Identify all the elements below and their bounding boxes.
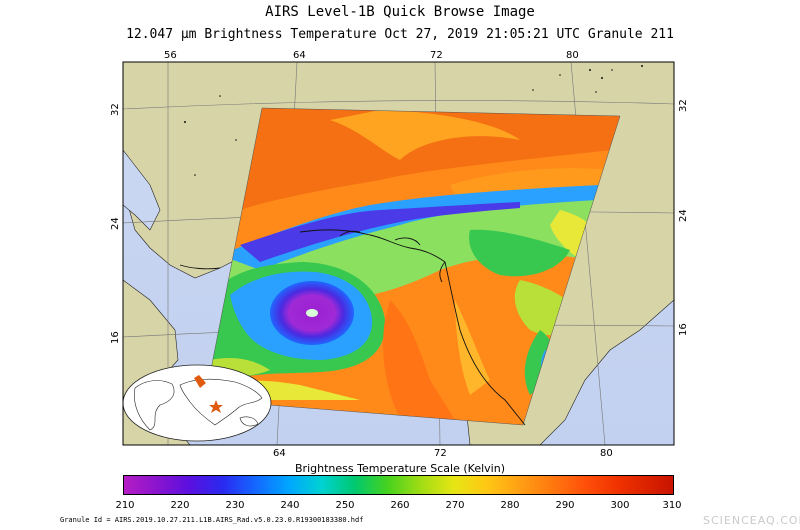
scale-label: 310 — [662, 500, 682, 511]
scale-label: 240 — [280, 500, 300, 511]
scale-label: 290 — [555, 500, 575, 511]
left-tick-32: 32 — [110, 103, 121, 116]
scale-label: 300 — [610, 500, 630, 511]
scale-label: 220 — [170, 500, 190, 511]
inset-globe — [123, 364, 272, 442]
image-title: AIRS Level-1B Quick Browse Image — [265, 4, 535, 20]
bottom-tick-80: 80 — [600, 448, 613, 459]
image-subtitle: 12.047 μm Brightness Temperature Oct 27,… — [126, 27, 674, 42]
top-tick-80: 80 — [566, 50, 579, 61]
right-tick-32: 32 — [678, 99, 689, 112]
map-frame — [122, 61, 675, 446]
cyclone-eye — [306, 309, 318, 317]
granule-star — [209, 400, 223, 413]
watermark: SCIENCEAQ.COM — [703, 514, 800, 527]
scale-label: 230 — [225, 500, 245, 511]
scale-title: Brightness Temperature Scale (Kelvin) — [295, 462, 505, 475]
scale-label: 260 — [390, 500, 410, 511]
scale-label: 270 — [445, 500, 465, 511]
left-tick-24: 24 — [110, 217, 121, 230]
bottom-tick-72: 72 — [434, 448, 447, 459]
left-tick-16: 16 — [110, 331, 121, 344]
top-tick-72: 72 — [430, 50, 443, 61]
granule-id: Granule Id = AIRS.2019.10.27.211.L1B.AIR… — [60, 516, 364, 524]
scale-label: 250 — [335, 500, 355, 511]
right-tick-24: 24 — [678, 209, 689, 222]
scale-label: 280 — [500, 500, 520, 511]
top-tick-56: 56 — [164, 50, 177, 61]
right-tick-16: 16 — [678, 323, 689, 336]
scale-label: 210 — [115, 500, 135, 511]
islands — [184, 65, 643, 176]
gulf-water — [123, 149, 161, 231]
bottom-tick-64: 64 — [273, 448, 286, 459]
top-tick-64: 64 — [293, 50, 306, 61]
temperature-colorbar — [123, 475, 674, 495]
